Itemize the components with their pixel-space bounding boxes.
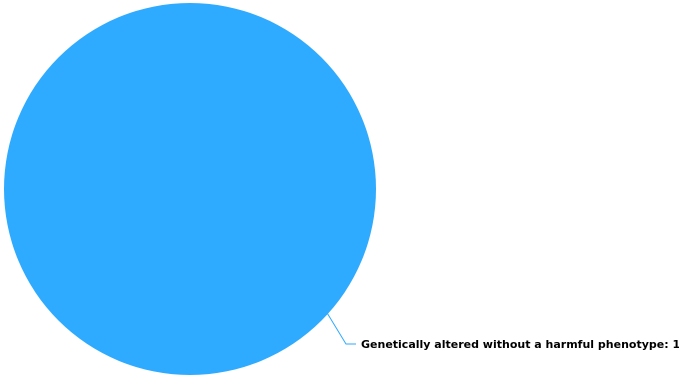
slice-labels: Genetically altered without a harmful ph… — [361, 338, 679, 351]
leader-line — [325, 311, 356, 345]
slice-label: Genetically altered without a harmful ph… — [361, 338, 679, 351]
pie-slice — [4, 3, 376, 375]
pie-slices — [4, 3, 376, 375]
leader-lines — [325, 311, 356, 345]
